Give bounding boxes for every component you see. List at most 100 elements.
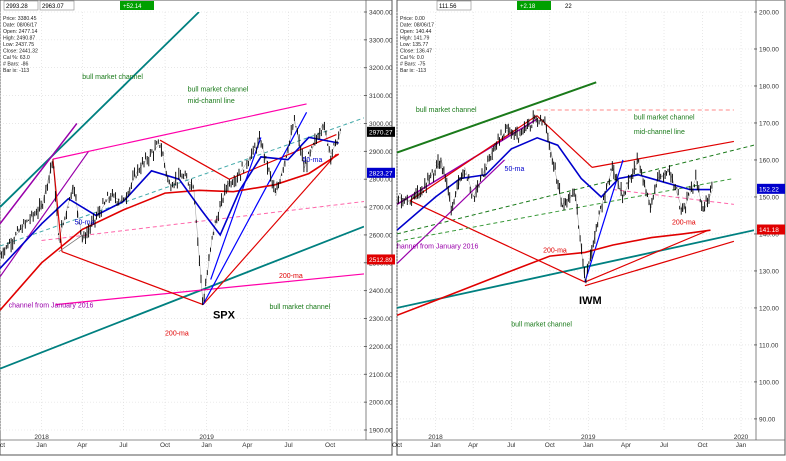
y-tick-label: 3000.00 (369, 121, 393, 128)
y-tick-label: 2000.00 (369, 400, 393, 407)
y-tick-label: 2200.00 (369, 344, 393, 351)
chart-annotation: 200-ma (165, 330, 189, 337)
mid-channel-line (397, 144, 754, 235)
header-right-value: 111.56 (439, 4, 457, 10)
x-tick-label: Jan (201, 442, 212, 449)
thin-trend (58, 234, 83, 252)
blue-uptrend-2 (210, 137, 262, 280)
y-tick-label: 190.00 (759, 46, 779, 53)
info-line: Open: 2477.14 (3, 29, 37, 35)
info-line: # Bars: -75 (400, 62, 425, 68)
chart-annotation: 200-ma (543, 247, 567, 254)
x-tick-label: Oct (697, 442, 707, 449)
header-box (3, 0, 39, 11)
chart-annotation: bull market channel (416, 107, 477, 114)
y-tick-label: 1900.00 (369, 428, 393, 435)
info-line: Bar ix: -113 (3, 68, 29, 74)
chart-annotation: bull market channel (269, 304, 330, 311)
price-path (0, 120, 342, 305)
x-year-label: 2018 (428, 434, 443, 441)
x-tick-label: Oct (545, 442, 555, 449)
red-trend-1 (52, 159, 63, 252)
bull-channel-lower (0, 225, 364, 370)
info-line: Date: 08/06/17 (400, 23, 434, 29)
value-tag (757, 183, 785, 194)
y-tick-label: 3100.00 (369, 93, 393, 100)
value-tag-label: 2823.27 (369, 170, 393, 177)
chart-annotation: IWM (579, 295, 602, 307)
y-tick-label: 110.00 (759, 342, 779, 349)
chart-annotation: 50-ma (75, 219, 95, 226)
x-year-label: 2020 (734, 434, 749, 441)
x-tick-label: Jan (736, 442, 747, 449)
x-tick-label: Oct (0, 442, 5, 449)
quote-header: 2993.28 2963.07 +52.14 (3, 0, 154, 11)
chart-annotation: mid-channel line (634, 129, 685, 136)
x-year-label: 2018 (34, 434, 49, 441)
y-tick-label: 2600.00 (369, 232, 393, 239)
y-tick-label: 2700.00 (369, 205, 393, 212)
x-tick-label: Oct (160, 442, 170, 449)
bull-channel-upper (0, 12, 200, 208)
header-change: +52.14 (123, 4, 142, 10)
info-line: # Bars: -86 (3, 62, 28, 68)
value-tag (757, 224, 785, 235)
ma50-line (0, 136, 339, 269)
header-right-value: 2963.07 (42, 4, 64, 10)
red-trend-3 (409, 200, 586, 283)
chart-annotation: 200-ma (672, 220, 696, 227)
x-tick-label: Jul (284, 442, 293, 449)
value-tag-label: 152.22 (759, 186, 779, 193)
info-line: Cal %: 63.0 (3, 55, 30, 61)
x-tick-label: Oct (392, 442, 402, 449)
quote-header: 111.56 +2.18 22 (436, 0, 572, 11)
x-tick-label: Jul (660, 442, 669, 449)
y-tick-label: 2100.00 (369, 372, 393, 379)
y-tick-label: 170.00 (759, 120, 779, 127)
info-line: Low: 135.77 (400, 42, 428, 48)
ma50-line (397, 136, 711, 231)
value-tag-label: 2512.89 (369, 257, 393, 264)
pink-mid-dashed (41, 200, 364, 242)
info-line: High: 141.79 (400, 36, 430, 42)
x-year-label: 2019 (581, 434, 596, 441)
x-tick-label: Apr (621, 442, 632, 449)
red-trend-5 (584, 240, 735, 287)
green-dashed (397, 177, 735, 242)
info-line: Close: 2441.32 (3, 49, 38, 55)
price-bars (397, 110, 713, 284)
x-tick-label: Jan (583, 442, 594, 449)
y-tick-label: 140.00 (759, 231, 779, 238)
pink-upper-line (52, 103, 307, 160)
jan2016-channel-upper (0, 123, 78, 225)
y-tick-label: 3300.00 (369, 37, 393, 44)
info-line: Close: 136.47 (400, 49, 432, 55)
iwm-plot-area (397, 81, 754, 317)
red-trend-2 (61, 251, 204, 306)
info-line: Cal %: 0.0 (400, 55, 424, 61)
value-tag-label: 141.18 (759, 227, 779, 234)
x-year-label: 2019 (199, 434, 214, 441)
header-change: +2.18 (520, 4, 536, 10)
info-line: High: 2490.87 (3, 36, 35, 42)
chart-annotation: 50-ma (505, 166, 525, 173)
change-badge (517, 1, 551, 10)
x-tick-label: Jan (430, 442, 441, 449)
chart-annotation: 50-ma (303, 157, 323, 164)
header-left-value: 2993.28 (6, 4, 28, 10)
y-tick-label: 100.00 (759, 379, 779, 386)
value-tag (367, 254, 395, 265)
y-tick-label: 130.00 (759, 268, 779, 275)
spx-chart-panel: 1900.00 2000.00 2100.00 2200.00 2300.00 2400.… (0, 0, 395, 456)
x-tick-label: Jul (507, 442, 516, 449)
price-path (397, 115, 713, 283)
info-line: Date: 08/06/17 (3, 23, 37, 29)
y-tick-label: 160.00 (759, 157, 779, 164)
y-tick-label: 2300.00 (369, 316, 393, 323)
red-trend-2 (536, 115, 593, 168)
chart-annotation: mid-channl line (188, 98, 235, 105)
info-line: Bar ix: -113 (400, 68, 426, 74)
y-tick-label: 2800.00 (369, 177, 393, 184)
